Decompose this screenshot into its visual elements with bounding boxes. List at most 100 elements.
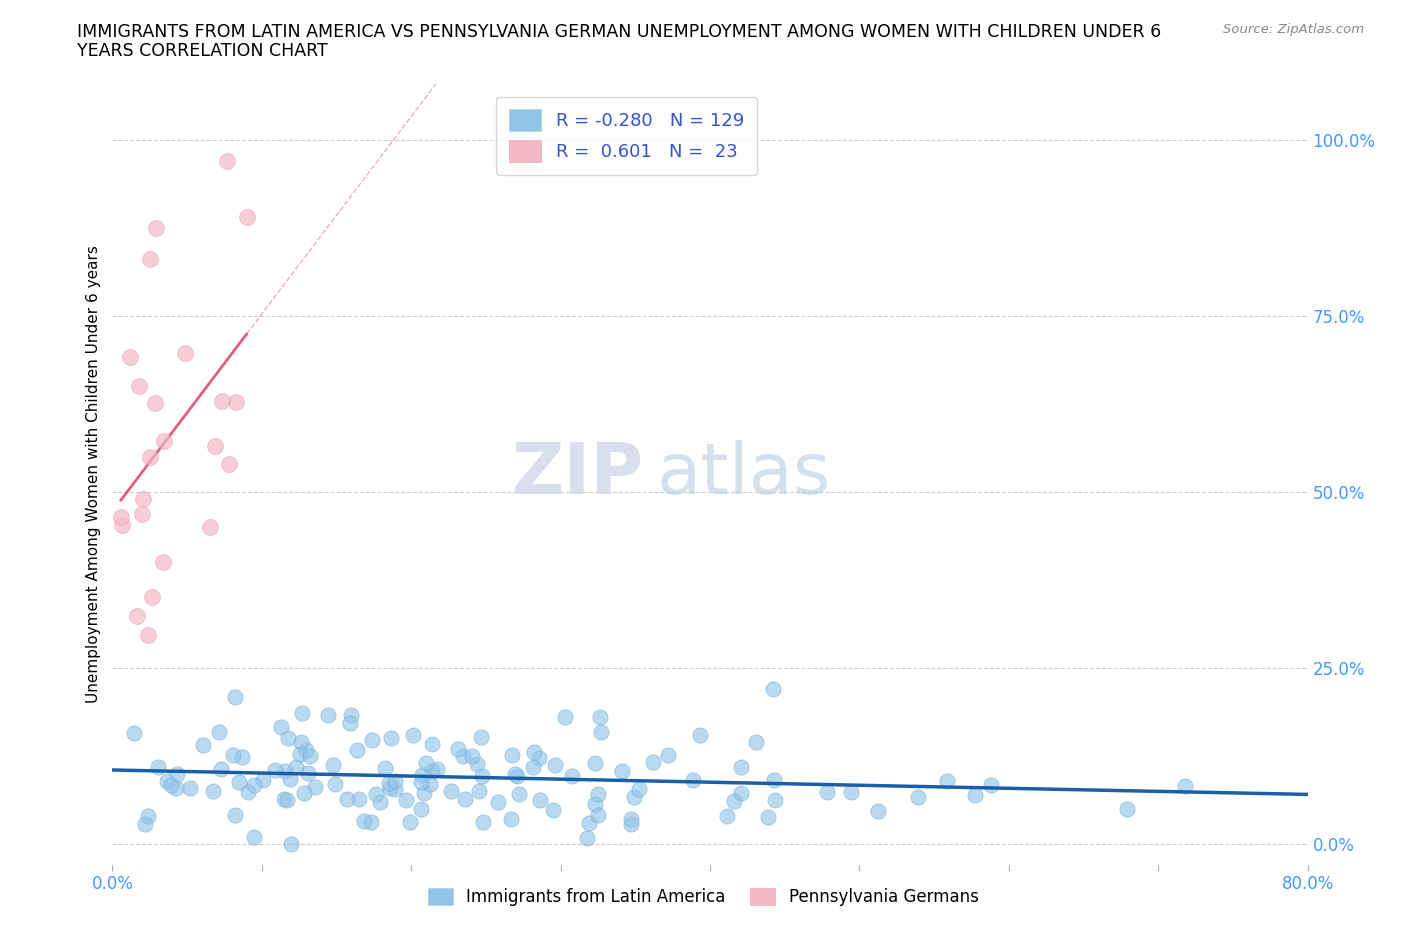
Point — [589, 724, 612, 739]
Point — [222, 748, 245, 763]
Point — [235, 209, 257, 224]
Point — [174, 346, 197, 361]
Point — [468, 784, 491, 799]
Point — [815, 785, 838, 800]
Point — [127, 608, 149, 623]
Point — [224, 690, 246, 705]
Point — [522, 760, 544, 775]
Point — [1174, 778, 1197, 793]
Point — [426, 762, 449, 777]
Point — [198, 519, 221, 534]
Point — [323, 777, 346, 791]
Point — [179, 781, 201, 796]
Point — [446, 741, 468, 756]
Point — [346, 743, 368, 758]
Point — [211, 393, 233, 408]
Point — [228, 774, 250, 789]
Point — [543, 758, 565, 773]
Point — [762, 682, 785, 697]
Point — [136, 809, 159, 824]
Point — [374, 761, 396, 776]
Point — [419, 777, 441, 791]
Point — [620, 817, 643, 831]
Point — [273, 791, 295, 806]
Point — [641, 754, 664, 769]
Point — [336, 791, 359, 806]
Point — [110, 517, 132, 532]
Point — [415, 756, 437, 771]
Point — [263, 763, 285, 777]
Point — [730, 759, 752, 774]
Point — [274, 764, 297, 778]
Point — [420, 737, 443, 751]
Point — [202, 783, 225, 798]
Point — [225, 394, 247, 409]
Point — [589, 710, 612, 724]
Point — [501, 748, 523, 763]
Point — [980, 778, 1002, 793]
Point — [378, 780, 401, 795]
Point — [339, 715, 361, 730]
Point — [291, 706, 314, 721]
Point — [120, 350, 142, 365]
Point — [470, 729, 492, 744]
Point — [322, 757, 344, 772]
Point — [523, 745, 546, 760]
Point — [965, 787, 987, 802]
Point — [506, 768, 529, 783]
Point — [586, 807, 609, 822]
Point — [730, 786, 752, 801]
Point — [402, 728, 425, 743]
Point — [139, 252, 162, 267]
Text: YEARS CORRELATION CHART: YEARS CORRELATION CHART — [77, 42, 328, 60]
Point — [280, 836, 302, 851]
Point — [765, 792, 787, 807]
Point — [153, 433, 176, 448]
Point — [935, 774, 957, 789]
Point — [141, 590, 163, 604]
Point — [508, 786, 530, 801]
Point — [295, 743, 318, 758]
Point — [440, 784, 463, 799]
Legend: R = -0.280   N = 129, R =  0.601   N =  23: R = -0.280 N = 129, R = 0.601 N = 23 — [496, 97, 756, 175]
Point — [578, 816, 600, 830]
Y-axis label: Unemployment Among Women with Children Under 6 years: Unemployment Among Women with Children U… — [86, 246, 101, 703]
Point — [340, 708, 363, 723]
Point — [554, 710, 576, 724]
Point — [368, 795, 391, 810]
Point — [224, 807, 246, 822]
Point — [384, 774, 406, 789]
Point — [146, 759, 169, 774]
Point — [541, 803, 564, 817]
Point — [136, 628, 159, 643]
Point — [243, 830, 266, 844]
Point — [156, 774, 179, 789]
Point — [610, 764, 633, 778]
Point — [723, 794, 745, 809]
Point — [204, 439, 226, 454]
Point — [215, 153, 238, 168]
Point — [318, 708, 340, 723]
Point — [290, 735, 312, 750]
Point — [411, 802, 433, 817]
Point — [243, 777, 266, 792]
Point — [682, 772, 704, 787]
Point — [505, 766, 527, 781]
Point — [756, 810, 779, 825]
Point — [145, 395, 167, 410]
Point — [208, 724, 231, 739]
Point — [411, 774, 433, 789]
Point — [451, 749, 474, 764]
Point — [461, 749, 484, 764]
Point — [529, 792, 551, 807]
Point — [1116, 802, 1139, 817]
Point — [762, 772, 785, 787]
Point — [191, 737, 214, 752]
Point — [716, 809, 738, 824]
Point — [378, 776, 401, 790]
Point — [907, 790, 929, 804]
Point — [868, 804, 890, 818]
Point — [209, 762, 232, 777]
Point — [472, 815, 495, 830]
Point — [395, 792, 418, 807]
